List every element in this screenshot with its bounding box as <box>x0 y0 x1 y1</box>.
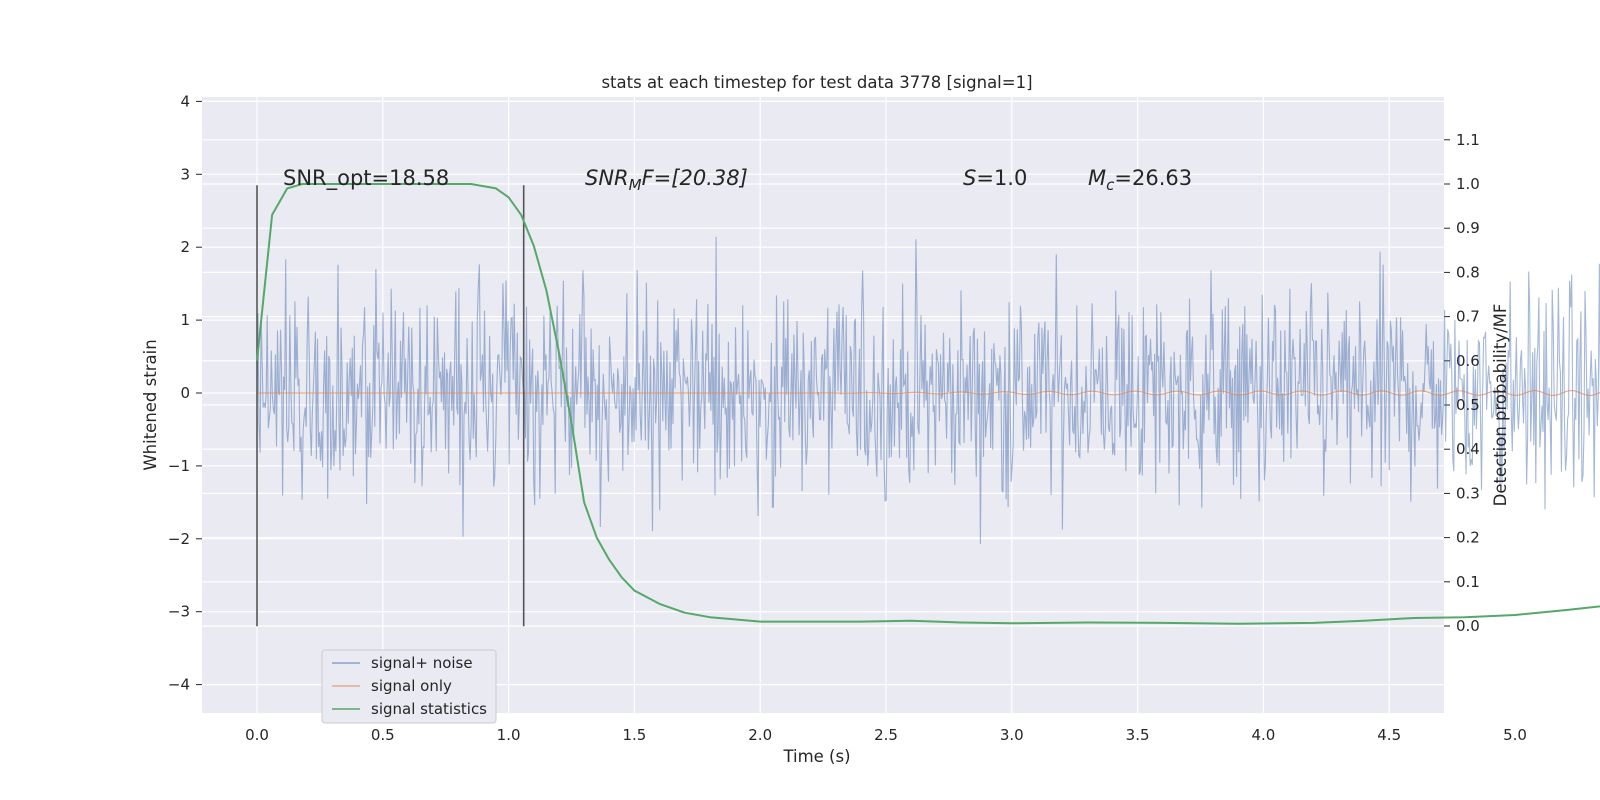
y2-tick-label: 0.6 <box>1456 352 1480 370</box>
x-tick-label: 0.0 <box>245 726 269 744</box>
y-tick-label: −2 <box>168 530 190 548</box>
x-tick-label: 2.5 <box>874 726 898 744</box>
snr-mf-base: SNR <box>585 166 629 190</box>
y-tick-labels: 4 3 2 1 0 −1 −2 −3 −4 <box>168 92 190 693</box>
annotation-s: S=1.0 <box>963 166 1027 190</box>
s-tail: =1.0 <box>976 166 1027 190</box>
legend-label-stats: signal statistics <box>371 700 487 718</box>
y2-tick-label: 0.9 <box>1456 219 1480 237</box>
legend-label-signal: signal only <box>371 677 452 695</box>
y2-tick-label: 1.0 <box>1456 175 1480 193</box>
y2-tick-label: 1.1 <box>1456 131 1480 149</box>
y-tick-label: −1 <box>168 457 190 475</box>
y-tick-label: 2 <box>180 238 190 256</box>
signal-trace <box>257 390 1600 397</box>
snr-mf-tail: F=[20.38] <box>642 166 748 190</box>
y2-tick-label: 0.0 <box>1456 617 1480 635</box>
mc-subscript: c <box>1106 176 1115 194</box>
series-signal-noise <box>256 236 1600 544</box>
y2-tick-label: 0.7 <box>1456 308 1480 326</box>
y2-tick-label: 0.1 <box>1456 573 1480 591</box>
mc-base: M <box>1088 166 1106 190</box>
y-tick-label: 0 <box>180 384 190 402</box>
y-tick-label: 3 <box>180 165 190 183</box>
annotation-snr-opt: SNR_opt=18.58 <box>283 166 449 191</box>
y2-axis-label: Detection probability/MF <box>1491 304 1510 507</box>
series-signal-statistics <box>256 183 1600 625</box>
x-tick-label: 3.0 <box>1000 726 1024 744</box>
mc-tail: =26.63 <box>1114 166 1192 190</box>
x-tick-label: 2.0 <box>748 726 772 744</box>
y2-tick-labels: 1.1 1.0 0.9 0.8 0.7 0.6 0.5 0.4 0.3 0.2 0.1 0.0 <box>1456 131 1480 635</box>
stats-trace <box>256 183 1600 625</box>
x-tick-label: 1.5 <box>622 726 646 744</box>
x-tick-labels: 0.00.51.01.52.02.53.03.54.04.55.05.56.06… <box>245 726 1527 744</box>
noise-trace <box>256 236 1600 544</box>
x-axis-label: Time (s) <box>782 747 850 766</box>
y2-tick-label: 0.4 <box>1456 440 1480 458</box>
x-tick-label: 5.0 <box>1503 726 1527 744</box>
x-tick-label: 1.0 <box>497 726 521 744</box>
legend-box <box>321 649 497 724</box>
annotation-snr-mf: SNRMF=[20.38] <box>585 166 748 194</box>
y-tick-label: −4 <box>168 676 190 694</box>
y2-tick-label: 0.5 <box>1456 396 1480 414</box>
chart-title: stats at each timestep for test data 377… <box>601 73 1032 92</box>
x-tick-label: 3.5 <box>1126 726 1150 744</box>
vertical-markers <box>256 185 525 627</box>
snr-mf-subscript: M <box>629 176 642 194</box>
x-tick-label: 0.5 <box>371 726 395 744</box>
y-tick-label: 1 <box>180 311 190 329</box>
x-tick-label: 4.5 <box>1377 726 1401 744</box>
y2-tick-label: 0.3 <box>1456 484 1480 502</box>
x-tick-label: 4.0 <box>1251 726 1275 744</box>
y2-tick-label: 0.8 <box>1456 263 1480 281</box>
annotation-mc: Mc=26.63 <box>1088 166 1192 194</box>
y-tick-label: −3 <box>168 603 190 621</box>
y2-tick-label: 0.2 <box>1456 529 1480 547</box>
legend-label-noise: signal+ noise <box>371 654 473 672</box>
legend: signal+ noise signal only signal statist… <box>321 649 497 724</box>
series-signal-only <box>257 390 1600 397</box>
y-tick-label: 4 <box>180 92 190 110</box>
s-base: S <box>963 166 976 190</box>
y-axis-label: Whitened strain <box>141 339 160 470</box>
